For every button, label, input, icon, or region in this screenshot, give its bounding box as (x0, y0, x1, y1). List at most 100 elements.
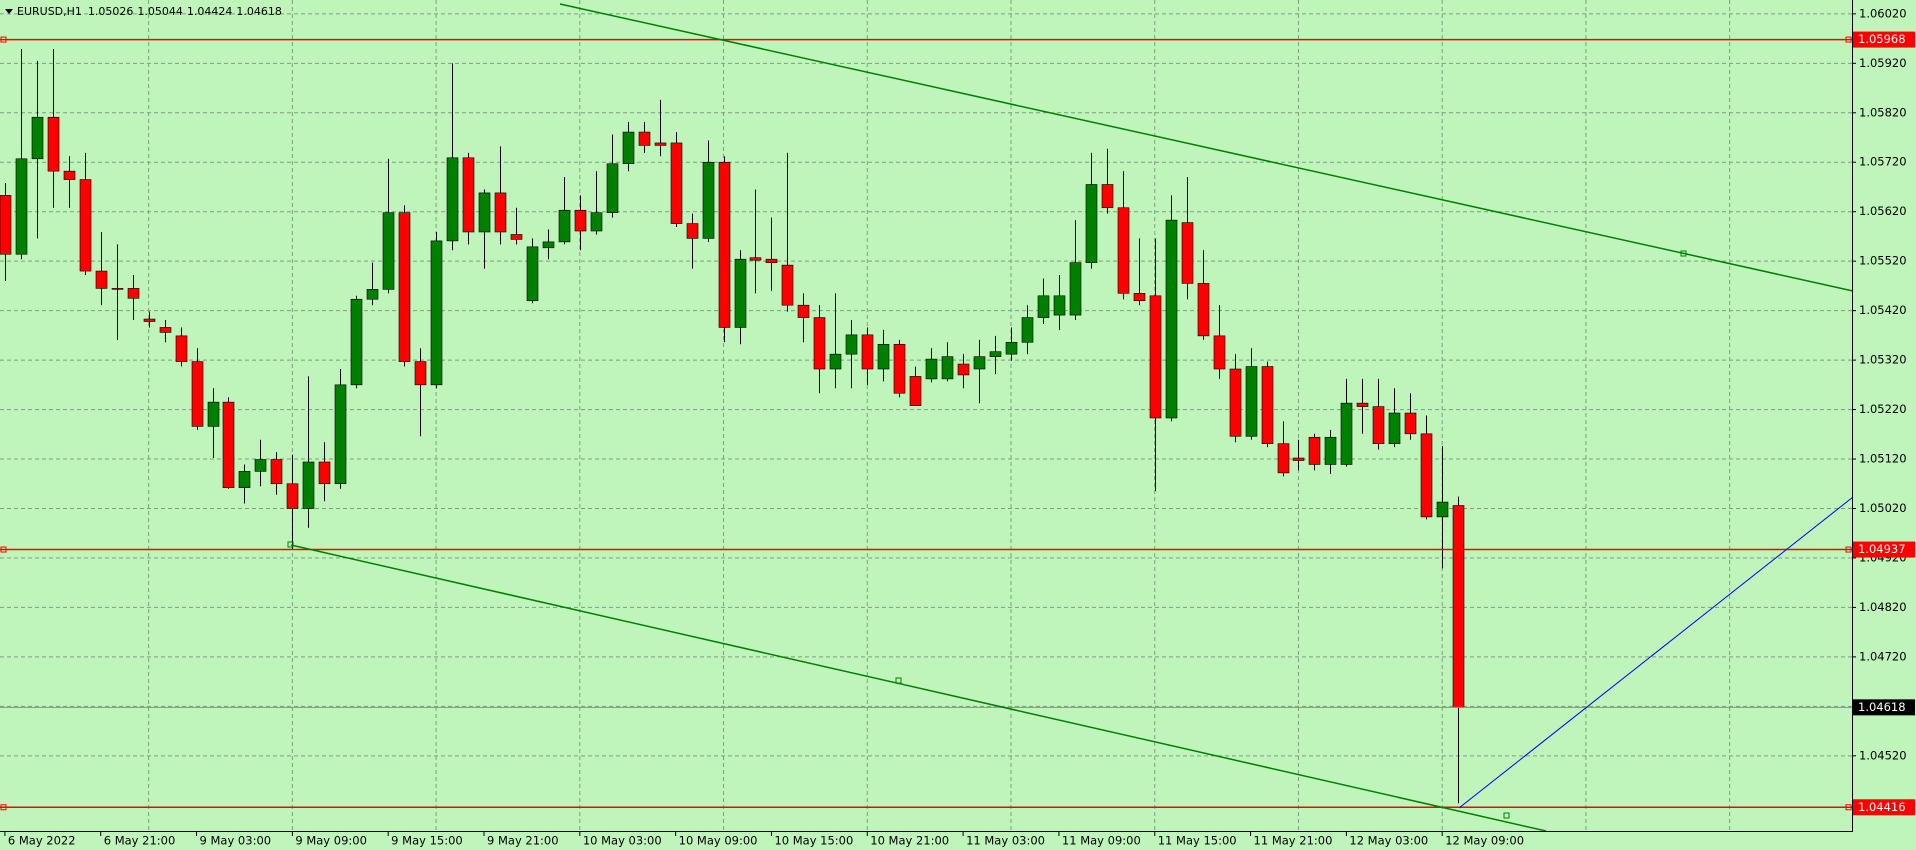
x-tick-label: 6 May 2022 (8, 834, 76, 848)
candle-body (638, 131, 651, 146)
candle-body (318, 461, 331, 485)
candle-body (286, 483, 299, 509)
candle-body (63, 170, 76, 180)
candle-body (398, 212, 411, 362)
symbol: EURUSD,H1 (17, 5, 82, 18)
candle-body (686, 223, 699, 239)
y-tick-label: 1.05020 (1859, 501, 1907, 515)
candle-body (382, 212, 395, 290)
level-handle (1845, 804, 1852, 811)
y-tick-label: 1.05420 (1859, 303, 1907, 317)
candle-body (462, 157, 475, 233)
y-tick-label: 1.04820 (1859, 600, 1907, 614)
level-box (1853, 31, 1915, 48)
candle-body (1229, 368, 1242, 437)
y-tick-label: 1.05620 (1859, 204, 1907, 218)
y-tick-label: 1.05920 (1859, 56, 1907, 70)
level-handle (0, 546, 7, 553)
candle-body (207, 401, 220, 427)
candle-body (191, 361, 204, 427)
candle-body (159, 327, 172, 333)
anchor-point (1680, 250, 1687, 257)
x-tick-label: 9 May 03:00 (200, 834, 272, 848)
candle-body (111, 288, 124, 290)
candle-body (1197, 283, 1210, 337)
candle-body (702, 161, 715, 239)
candle-body (861, 334, 874, 370)
x-tick-label: 9 May 15:00 (391, 834, 463, 848)
x-tick-label: 10 May 15:00 (774, 834, 853, 848)
candle-body (1149, 295, 1162, 419)
candle-body (813, 317, 826, 370)
candle-body (1181, 222, 1194, 284)
candle-body (1165, 219, 1178, 419)
y-tick-label: 1.05220 (1859, 402, 1907, 416)
candle-body (606, 163, 619, 213)
y-tick-label: 1.05520 (1859, 254, 1907, 268)
candle-body (1069, 262, 1082, 316)
candle-body (734, 258, 747, 328)
y-tick-label: 1.05320 (1859, 353, 1907, 367)
candle-body (1292, 457, 1305, 461)
candle-body (1372, 406, 1385, 444)
menu-arrow[interactable] (5, 9, 13, 14)
candle-body (1324, 436, 1337, 465)
candle-body (15, 158, 28, 255)
candle-body (957, 363, 970, 376)
candle-body (494, 192, 507, 233)
x-tick-label: 11 May 09:00 (1062, 834, 1141, 848)
candle-body (1356, 402, 1369, 407)
candle-body (1101, 184, 1114, 209)
candle-body (1117, 207, 1130, 294)
candle-body (510, 234, 523, 240)
candle-body (893, 343, 906, 394)
candle-body (1388, 412, 1401, 444)
x-tick-label: 11 May 03:00 (966, 834, 1045, 848)
x-tick-label: 12 May 03:00 (1349, 834, 1428, 848)
level-handle (0, 36, 7, 43)
candle-body (1021, 317, 1034, 343)
candle-body (1340, 402, 1353, 465)
candle-body (430, 240, 443, 386)
candle-body (446, 157, 459, 242)
level-handle (1845, 546, 1852, 553)
candle-body (31, 116, 44, 160)
candle-body (797, 304, 810, 318)
current-price-label: 1.04618 (1858, 700, 1906, 714)
candle-body (143, 318, 156, 322)
candle-body (1037, 295, 1050, 318)
candle-body (414, 361, 427, 386)
candle-body (1308, 436, 1321, 465)
candle-body (238, 471, 251, 489)
candle-body (526, 246, 539, 302)
anchor-point (287, 541, 294, 548)
candle-body (542, 241, 555, 249)
candle-body (79, 179, 92, 272)
lower-trend-line (290, 544, 1547, 832)
level-label: 1.04937 (1858, 542, 1906, 556)
low-value: 1.04424 (187, 5, 233, 18)
candle-body (270, 459, 283, 485)
candle-body (749, 257, 762, 261)
candle-body (1053, 295, 1066, 316)
level-label: 1.05968 (1858, 32, 1906, 46)
level-label: 1.04416 (1858, 800, 1906, 814)
candle-body (941, 356, 954, 380)
candle-body (845, 334, 858, 355)
candle-body (781, 264, 794, 306)
x-tick-label: 11 May 21:00 (1254, 834, 1333, 848)
high-value: 1.05044 (137, 5, 183, 18)
candle-body (1085, 184, 1098, 263)
anchor-point (895, 677, 902, 684)
candle-body (925, 358, 938, 380)
candle-body (1277, 443, 1290, 474)
candle-body (1261, 366, 1274, 444)
candle-body (1404, 412, 1417, 435)
trend-lines (287, 3, 1854, 832)
projection-line (1458, 496, 1854, 809)
anchor-point (1503, 812, 1510, 819)
x-tick-label: 11 May 15:00 (1158, 834, 1237, 848)
